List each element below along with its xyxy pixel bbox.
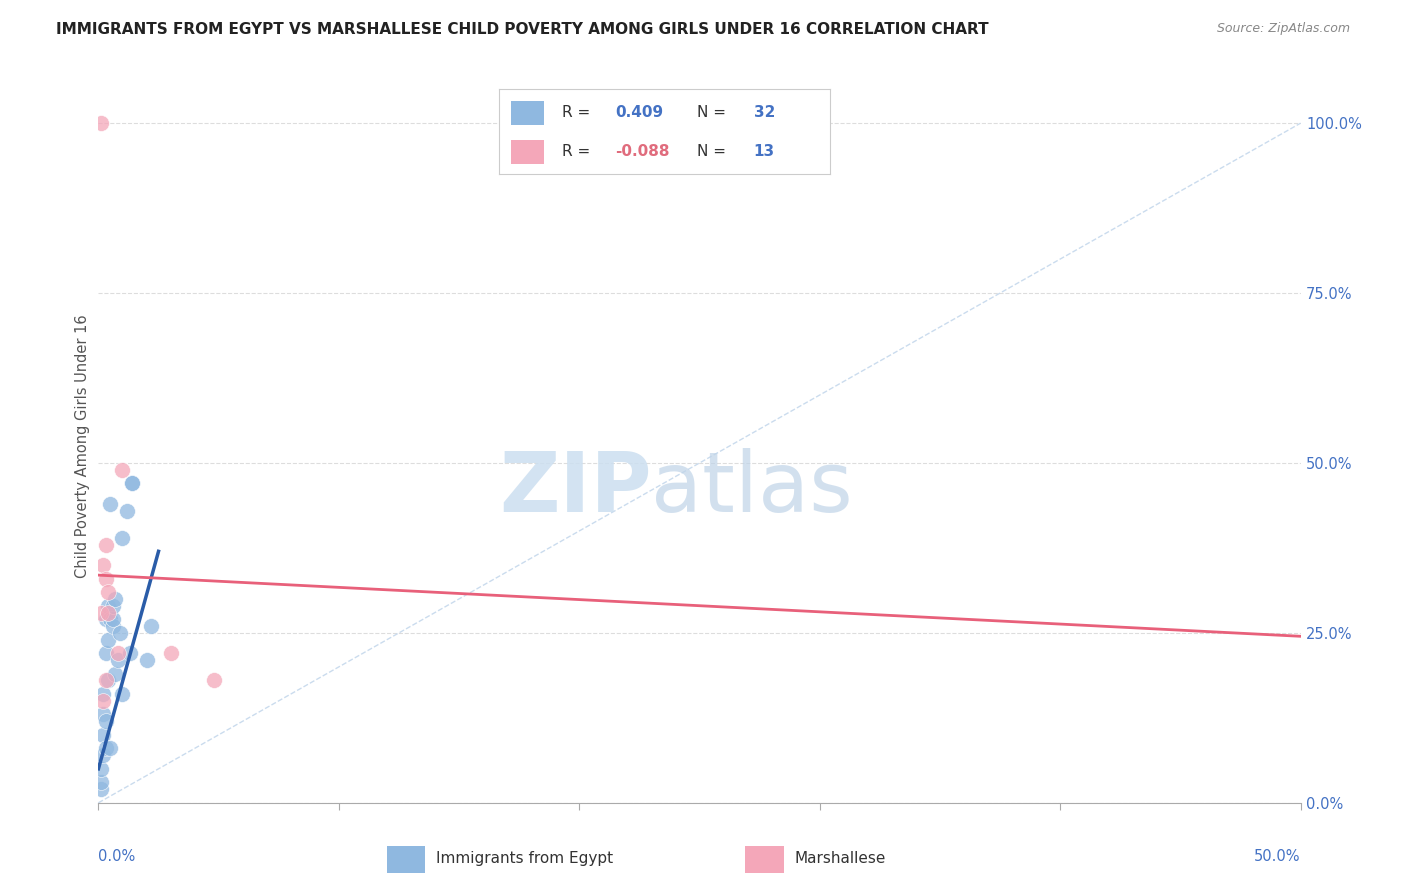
Point	[104, 591, 127, 606]
Point	[101, 612, 124, 626]
Point	[121, 476, 143, 491]
Point	[100, 741, 122, 756]
Text: Source: ZipAtlas.com: Source: ZipAtlas.com	[1216, 22, 1350, 36]
Point	[108, 626, 131, 640]
Point	[91, 748, 114, 763]
Point	[121, 476, 143, 491]
Text: R =: R =	[562, 104, 595, 120]
Bar	[510, 101, 544, 125]
Point	[141, 619, 163, 633]
Point	[111, 463, 134, 477]
Point	[97, 606, 120, 620]
Point	[97, 673, 120, 688]
Point	[91, 687, 114, 701]
Point	[94, 741, 117, 756]
Point	[159, 646, 181, 660]
Point	[94, 572, 117, 586]
Text: 32: 32	[754, 104, 775, 120]
Point	[94, 714, 117, 729]
Point	[101, 619, 124, 633]
Text: 0.409: 0.409	[614, 104, 662, 120]
Point	[94, 537, 117, 551]
Point	[100, 612, 122, 626]
Point	[94, 612, 117, 626]
Point	[90, 762, 112, 776]
Text: N =: N =	[697, 144, 731, 159]
Text: 50.0%: 50.0%	[1254, 849, 1301, 864]
Point	[97, 632, 120, 647]
Point	[118, 646, 141, 660]
Bar	[387, 847, 425, 873]
Text: Immigrants from Egypt: Immigrants from Egypt	[436, 851, 613, 866]
Point	[117, 503, 139, 517]
Point	[135, 653, 157, 667]
Point	[91, 707, 114, 722]
Text: N =: N =	[697, 104, 731, 120]
Point	[107, 646, 129, 660]
Point	[90, 775, 112, 789]
Point	[90, 606, 112, 620]
Point	[91, 558, 114, 572]
Text: 13: 13	[754, 144, 775, 159]
Point	[94, 673, 117, 688]
Point	[101, 599, 124, 613]
Point	[91, 728, 114, 742]
Point	[100, 497, 122, 511]
Y-axis label: Child Poverty Among Girls Under 16: Child Poverty Among Girls Under 16	[75, 314, 90, 578]
Text: ZIP: ZIP	[499, 449, 651, 529]
Bar	[510, 140, 544, 164]
Text: R =: R =	[562, 144, 595, 159]
Point	[90, 782, 112, 797]
Point	[107, 653, 129, 667]
Point	[97, 585, 120, 599]
Point	[111, 531, 134, 545]
Text: atlas: atlas	[651, 449, 853, 529]
Point	[104, 666, 127, 681]
Point	[94, 646, 117, 660]
Point	[202, 673, 225, 688]
Text: Marshallese: Marshallese	[794, 851, 886, 866]
Point	[90, 116, 112, 130]
Bar	[745, 847, 785, 873]
Text: IMMIGRANTS FROM EGYPT VS MARSHALLESE CHILD POVERTY AMONG GIRLS UNDER 16 CORRELAT: IMMIGRANTS FROM EGYPT VS MARSHALLESE CHI…	[56, 22, 988, 37]
Point	[111, 687, 134, 701]
Text: -0.088: -0.088	[614, 144, 669, 159]
Point	[97, 599, 120, 613]
Text: 0.0%: 0.0%	[98, 849, 135, 864]
Point	[91, 694, 114, 708]
